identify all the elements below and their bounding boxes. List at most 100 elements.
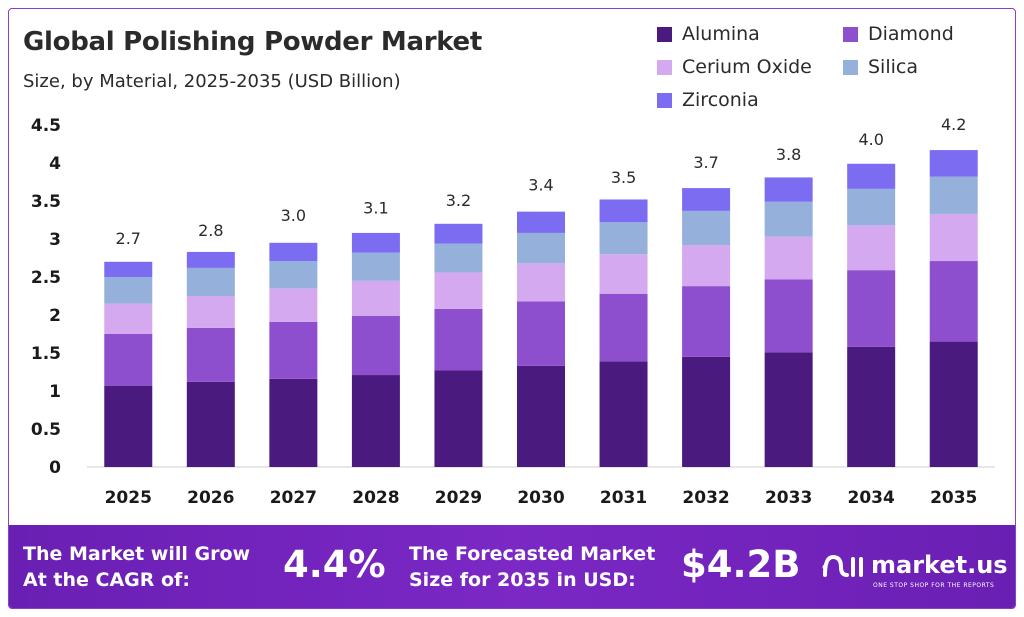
bar-total-label: 2.8 bbox=[198, 221, 223, 240]
bar-segment-cerium-oxide bbox=[764, 236, 813, 280]
bar-segment-cerium-oxide bbox=[682, 245, 731, 287]
bar-segment-zirconia bbox=[434, 223, 483, 244]
bar-segment-cerium-oxide bbox=[104, 303, 153, 334]
bar-segment-cerium-oxide bbox=[434, 272, 483, 309]
chart-title: Global Polishing Powder Market bbox=[23, 27, 483, 57]
bar-total-label: 3.5 bbox=[611, 168, 636, 187]
legend-item-zirconia: Zirconia bbox=[657, 89, 759, 111]
y-tick-label: 4.5 bbox=[31, 116, 61, 136]
x-tick-label: 2034 bbox=[848, 488, 895, 508]
bar-segment-zirconia bbox=[104, 261, 153, 277]
market-us-logo-icon bbox=[822, 554, 863, 577]
cagr-label-line2: At the CAGR of: bbox=[23, 569, 190, 591]
bar-segment-diamond bbox=[764, 279, 813, 353]
legend-swatch-zirconia bbox=[657, 92, 672, 108]
bar-segment-diamond bbox=[847, 270, 896, 347]
y-tick-label: 4 bbox=[49, 154, 61, 174]
legend-item-cerium-oxide: Cerium Oxide bbox=[657, 56, 812, 78]
summary-banner: The Market will Grow At the CAGR of: 4.4… bbox=[9, 525, 1015, 608]
bar-segment-silica bbox=[517, 232, 565, 264]
bar-segment-alumina bbox=[599, 361, 648, 467]
bar-segment-diamond bbox=[434, 308, 483, 371]
x-tick-label: 2035 bbox=[930, 488, 977, 508]
bar-segment-diamond bbox=[682, 286, 731, 357]
bar-segment-diamond bbox=[517, 301, 565, 366]
legend-label-diamond: Diamond bbox=[868, 23, 954, 45]
bar-segment-diamond bbox=[269, 321, 318, 379]
bar-segment-diamond bbox=[104, 334, 153, 386]
forecast-label: The Forecasted Market Size for 2035 in U… bbox=[409, 541, 655, 593]
x-tick-label: 2033 bbox=[765, 488, 812, 508]
x-tick-label: 2025 bbox=[105, 488, 152, 508]
legend-swatch-cerium-oxide bbox=[657, 59, 672, 75]
legend-label-cerium-oxide: Cerium Oxide bbox=[682, 56, 812, 78]
bar-total-label: 3.8 bbox=[776, 145, 801, 164]
bar-total-label: 4.0 bbox=[858, 130, 883, 149]
x-tick-label: 2026 bbox=[187, 488, 234, 508]
bar-segment-alumina bbox=[764, 352, 813, 467]
bar-segment-zirconia bbox=[186, 251, 235, 268]
y-tick-label: 0 bbox=[49, 458, 61, 478]
forecast-value: $4.2B bbox=[681, 543, 801, 586]
bar-segment-cerium-oxide bbox=[351, 280, 400, 316]
bar-total-label: 3.0 bbox=[281, 206, 306, 225]
x-tick-label: 2030 bbox=[517, 488, 564, 508]
legend-swatch-silica bbox=[843, 59, 858, 75]
bar-segment-alumina bbox=[847, 346, 896, 467]
bar-segment-silica bbox=[929, 176, 978, 214]
bar-segment-alumina bbox=[517, 365, 565, 467]
bar-segment-zirconia bbox=[929, 150, 978, 177]
bar-segment-cerium-oxide bbox=[847, 225, 896, 271]
legend-item-diamond: Diamond bbox=[843, 23, 954, 45]
bar-total-label: 3.1 bbox=[363, 198, 388, 217]
legend-label-zirconia: Zirconia bbox=[682, 89, 759, 111]
bar-segment-alumina bbox=[351, 375, 400, 467]
bar-segment-alumina bbox=[929, 341, 978, 467]
bar-segment-zirconia bbox=[764, 177, 813, 202]
y-tick-label: 0.5 bbox=[31, 420, 61, 440]
bar-segment-cerium-oxide bbox=[517, 263, 565, 302]
y-tick-label: 1 bbox=[49, 382, 61, 402]
legend-swatch-diamond bbox=[843, 26, 858, 42]
y-tick-label: 3.5 bbox=[31, 192, 61, 212]
chart-legend: Alumina Diamond Cerium Oxide Silica Zirc… bbox=[657, 23, 1007, 133]
bar-segment-silica bbox=[351, 252, 400, 281]
stacked-bar-chart: 0 0.5 1 1.5 2 2.5 3 3.5 4 4.5 2.7 2025 2.8 2026 3.0 202… bbox=[31, 115, 995, 508]
bar-total-label: 3.7 bbox=[693, 153, 718, 172]
bar-segment-zirconia bbox=[269, 242, 318, 262]
y-tick-label: 3 bbox=[49, 230, 61, 250]
bar-total-label: 3.2 bbox=[446, 191, 471, 210]
legend-swatch-alumina bbox=[657, 26, 672, 42]
x-tick-label: 2031 bbox=[600, 488, 647, 508]
bar-segment-silica bbox=[434, 243, 483, 273]
bar-segment-alumina bbox=[682, 356, 731, 467]
bar-segment-cerium-oxide bbox=[599, 254, 648, 294]
bar-total-label: 3.4 bbox=[528, 176, 553, 195]
bar-segment-diamond bbox=[351, 315, 400, 376]
bar-segment-silica bbox=[104, 277, 153, 304]
bar-segment-zirconia bbox=[599, 199, 648, 223]
x-tick-label: 2032 bbox=[682, 488, 729, 508]
bar-total-label: 2.7 bbox=[116, 229, 141, 248]
bar-segment-zirconia bbox=[847, 163, 896, 189]
bar-segment-silica bbox=[847, 188, 896, 226]
bar-segment-silica bbox=[764, 201, 813, 237]
cagr-value: 4.4% bbox=[283, 543, 386, 586]
cagr-label-line1: The Market will Grow bbox=[23, 543, 251, 565]
cagr-label: The Market will Grow At the CAGR of: bbox=[23, 541, 250, 593]
x-tick-label: 2029 bbox=[435, 488, 482, 508]
forecast-label-line2: Size for 2035 in USD: bbox=[409, 569, 636, 591]
bar-segment-zirconia bbox=[351, 232, 400, 253]
chart-subtitle: Size, by Material, 2025-2035 (USD Billio… bbox=[23, 71, 401, 92]
bar-segment-alumina bbox=[434, 370, 483, 467]
bar-segment-diamond bbox=[599, 293, 648, 362]
bar-segment-silica bbox=[599, 222, 648, 255]
bar-segment-alumina bbox=[104, 385, 153, 467]
bar-segment-cerium-oxide bbox=[929, 213, 978, 262]
brand-tagline: ONE STOP SHOP FOR THE REPORTS bbox=[873, 582, 995, 589]
bar-segment-diamond bbox=[186, 327, 235, 382]
legend-item-silica: Silica bbox=[843, 56, 918, 78]
y-tick-label: 2.5 bbox=[31, 268, 61, 288]
bar-segment-zirconia bbox=[682, 188, 731, 211]
brand-logo: market.us ONE STOP SHOP FOR THE REPORTS bbox=[821, 547, 1011, 591]
